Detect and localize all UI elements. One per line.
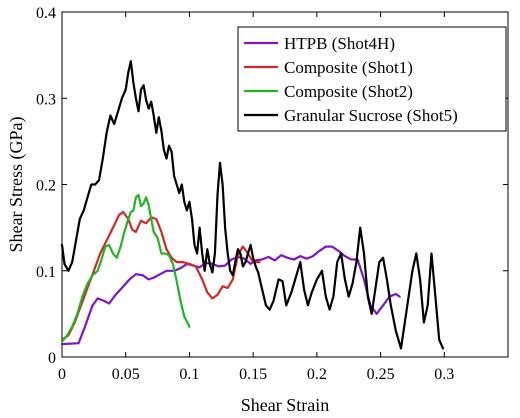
legend-label-4: Granular Sucrose (Shot5) [284, 106, 458, 125]
series-layer [60, 60, 445, 350]
series-line-2 [60, 211, 261, 341]
y-tick-label: 0.1 [36, 264, 56, 281]
legend-label-2: Composite (Shot1) [284, 58, 413, 77]
x-tick-label: 0.1 [179, 366, 199, 383]
x-tick-label: 0 [58, 366, 66, 383]
y-axis-label: Shear Stress (GPa) [6, 117, 27, 253]
ticks-layer: 0 0.05 0.1 0.15 0.2 0.25 0.3 0 0.1 0.2 0.3 0.4 [36, 5, 508, 383]
legend-box [237, 26, 507, 132]
x-axis-label: Shear Strain [241, 395, 329, 415]
x-tick-label: 0.2 [307, 366, 327, 383]
x-tick-label: 0.05 [112, 366, 140, 383]
legend-label-3: Composite (Shot2) [284, 82, 413, 101]
y-tick-label: 0.4 [36, 5, 56, 22]
x-tick-label: 0.3 [434, 366, 454, 383]
y-tick-label: 0.2 [36, 178, 56, 195]
series-line-3 [60, 193, 191, 343]
legend: HTPB (Shot4H) Composite (Shot1) Composite … [237, 26, 507, 132]
x-tick-label: 0.15 [239, 366, 267, 383]
legend-label-1: HTPB (Shot4H) [284, 34, 395, 53]
series-line-4 [60, 60, 445, 350]
x-tick-label: 0.25 [367, 366, 395, 383]
y-tick-label: 0.3 [36, 91, 56, 108]
legend-entries: HTPB (Shot4H) Composite (Shot1) Composite … [244, 34, 458, 125]
y-tick-label: 0 [48, 350, 56, 367]
